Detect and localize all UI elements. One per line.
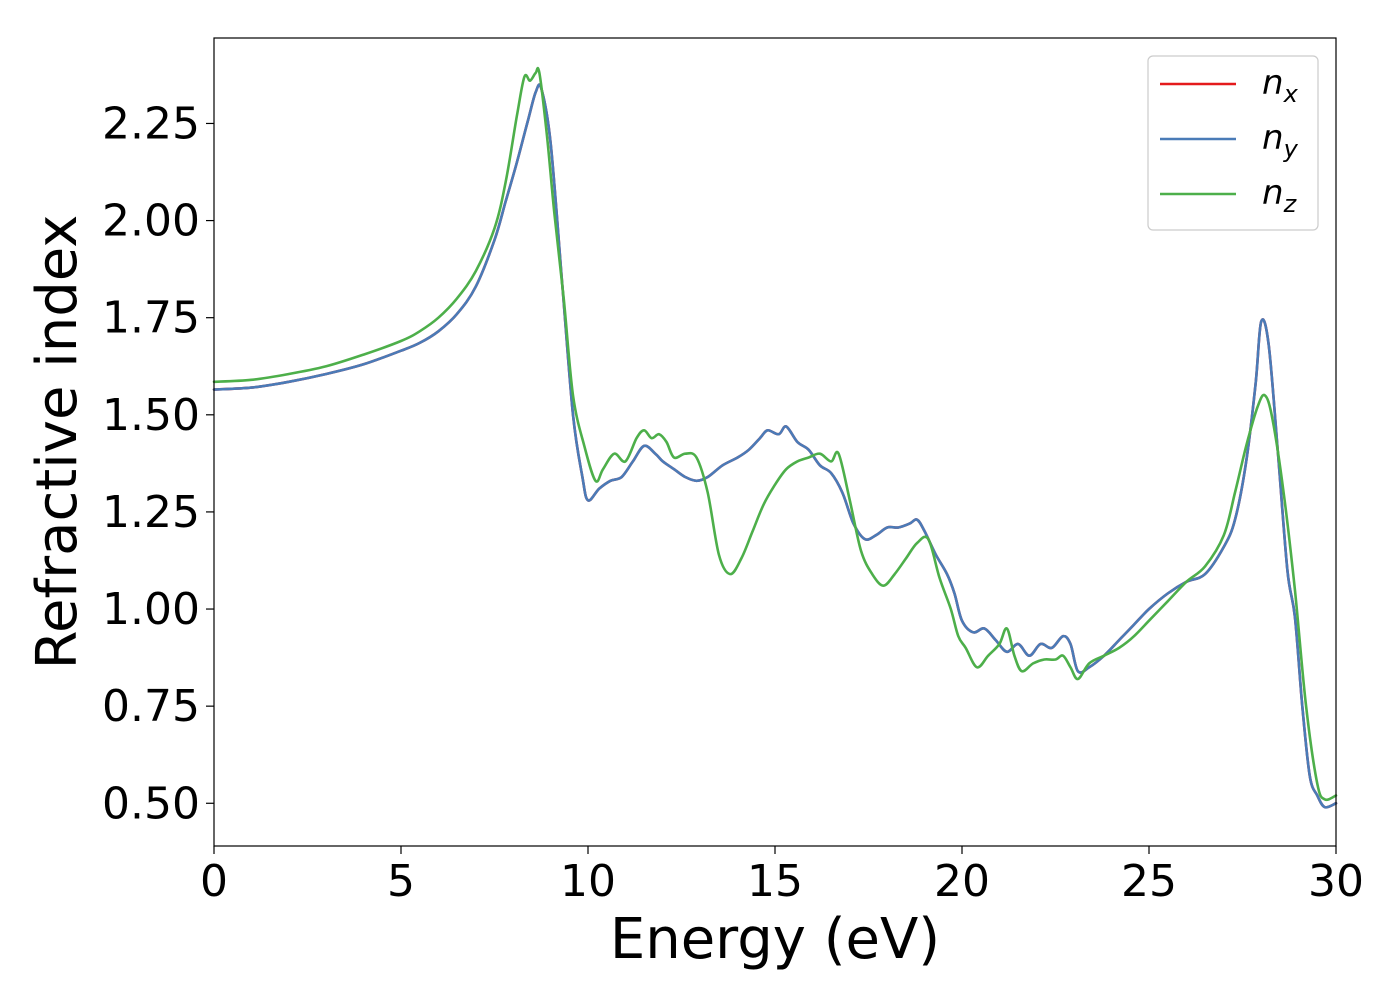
y-tick-label: 1.00 xyxy=(102,584,200,635)
x-tick-label: 30 xyxy=(1308,856,1364,907)
y-axis-ticks: 0.50 0.75 1.00 1.25 1.50 1.75 2.00 2.25 xyxy=(102,98,214,829)
series-line-z xyxy=(212,66,1338,802)
y-axis-title: Refractive index xyxy=(25,215,90,670)
x-tick-label: 0 xyxy=(200,856,228,907)
x-tick-label: 25 xyxy=(1121,856,1177,907)
y-tick-label: 0.50 xyxy=(102,778,200,829)
y-tick-label: 1.50 xyxy=(102,390,200,441)
legend-label-y: ny xyxy=(1262,118,1299,163)
y-tick-label: 2.00 xyxy=(102,196,200,247)
y-tick-label: 1.75 xyxy=(102,293,200,344)
x-tick-label: 5 xyxy=(387,856,415,907)
legend-label-x: nx xyxy=(1262,63,1299,108)
legend-frame xyxy=(1147,55,1319,231)
y-tick-label: 2.25 xyxy=(102,98,200,149)
legend-label-z: nz xyxy=(1262,173,1298,218)
legend: nx ny nz xyxy=(1147,55,1319,231)
x-tick-label: 15 xyxy=(747,856,803,907)
x-axis-title: Energy (eV) xyxy=(610,907,940,972)
y-tick-label: 1.25 xyxy=(102,487,200,538)
series-lines xyxy=(212,66,1338,809)
y-tick-label: 0.75 xyxy=(102,681,200,732)
x-axis-ticks: 0 5 10 15 20 25 30 xyxy=(200,846,1364,907)
x-tick-label: 10 xyxy=(560,856,616,907)
x-tick-label: 20 xyxy=(934,856,990,907)
